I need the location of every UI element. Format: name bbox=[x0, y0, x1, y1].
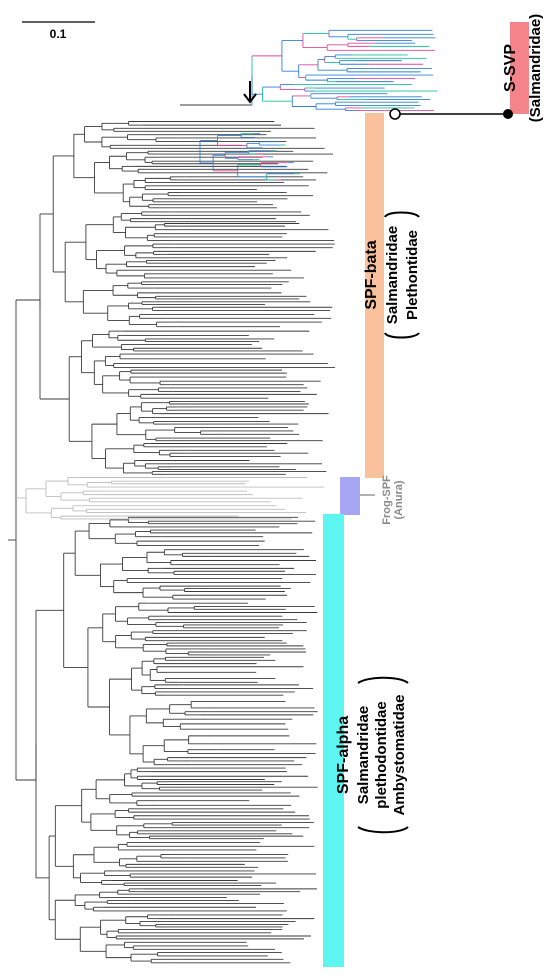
ssvp-label-group: S-SVP (Salmandridae) bbox=[502, 14, 544, 122]
spf-beta-label-group: SPF-bata Salmandridae Plethontidae bbox=[363, 211, 421, 339]
spf-alpha-taxon-2: plethodontidae bbox=[373, 701, 390, 809]
open-node-marker bbox=[389, 108, 401, 120]
spf-alpha-bracket-open bbox=[357, 826, 409, 834]
spf-alpha-clade-name: SPF-alpha bbox=[335, 716, 352, 794]
frog-spf-label-group: Frog-SPF (Anura) bbox=[381, 475, 405, 525]
spf-beta-bracket-close bbox=[384, 211, 420, 218]
frog-spf-clade-bar bbox=[340, 477, 360, 515]
scale-bar: 0.1 bbox=[22, 21, 95, 41]
scale-bar-label: 0.1 bbox=[50, 27, 67, 41]
spf-alpha-taxon-1: Salmandridae bbox=[355, 706, 372, 804]
ssvp-taxon: (Salmandridae) bbox=[527, 14, 544, 122]
filled-node-marker bbox=[503, 109, 513, 119]
spf-beta-clade-bar bbox=[365, 113, 384, 478]
ssvp-connector bbox=[389, 108, 513, 120]
spf-beta-clade-name: SPF-bata bbox=[363, 240, 380, 309]
arrow-down-icon bbox=[243, 81, 257, 104]
spf-beta-taxon-1: Salmandridae bbox=[384, 226, 401, 324]
tree-branches bbox=[8, 29, 438, 964]
spf-alpha-taxon-3: Ambystomatidae bbox=[391, 695, 408, 816]
spf-alpha-label-group: SPF-alpha Salmandridae plethodontidae Am… bbox=[335, 676, 409, 834]
ssvp-clade-bar bbox=[510, 22, 529, 114]
frog-spf-taxon: (Anura) bbox=[393, 480, 405, 519]
spf-alpha-bracket-close bbox=[357, 676, 409, 684]
frog-spf-clade-name: Frog-SPF bbox=[381, 475, 393, 525]
spf-alpha-clade-bar bbox=[323, 514, 344, 967]
spf-beta-bracket-open bbox=[384, 332, 420, 339]
ssvp-clade-name: S-SVP bbox=[502, 44, 519, 92]
spf-beta-taxon-2: Plethontidae bbox=[404, 230, 421, 320]
